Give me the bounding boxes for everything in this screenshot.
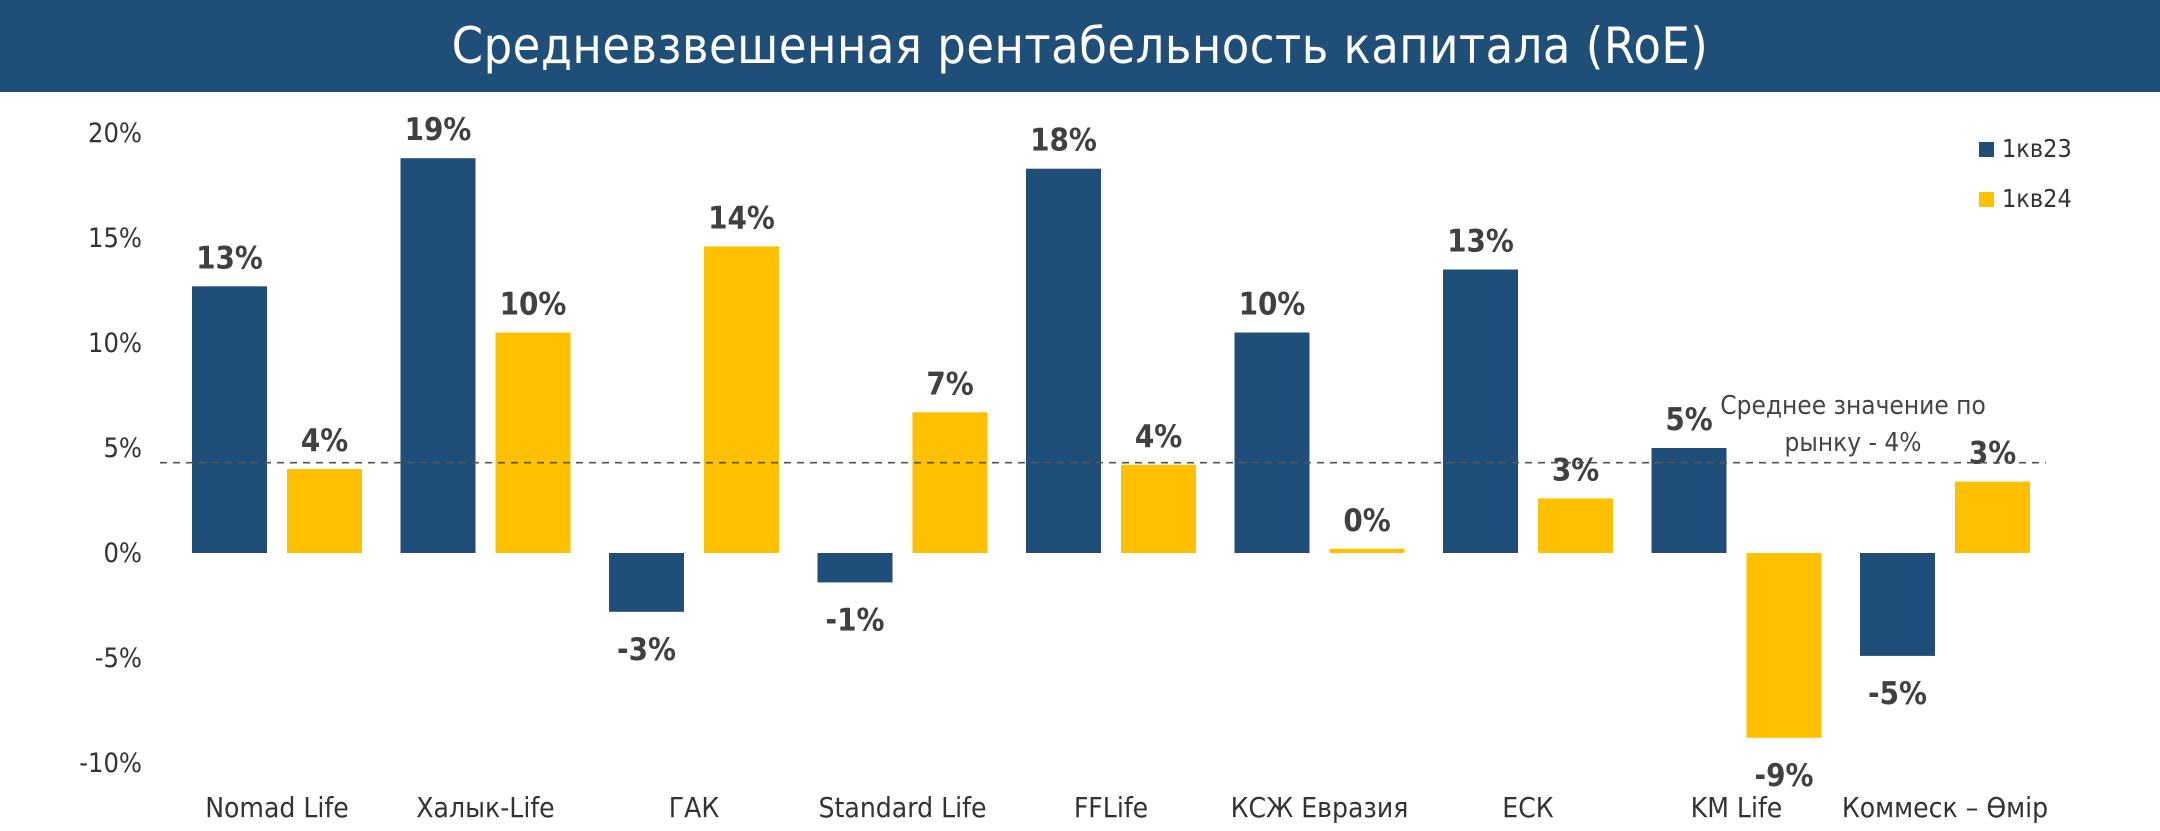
category-label: Коммеск – Өмір [1842,791,2048,824]
bar-1кв23 [1234,332,1310,553]
data-label: -1% [826,602,885,638]
data-label: 18% [1030,123,1097,159]
data-label: 10% [1239,287,1306,323]
bar-1кв24 [912,412,988,553]
bar-1кв24 [1955,481,2030,553]
bar-1кв23 [1860,553,1935,656]
bar-1кв24 [1329,548,1405,553]
bar-1кв23 [1651,448,1727,553]
data-label: 7% [926,366,973,402]
bar-1кв24 [495,332,571,553]
legend-swatch [1979,192,1994,207]
data-label: 4% [301,423,348,459]
bar-1кв23 [192,286,267,553]
bar-1кв23 [609,553,684,612]
title-banner: Средневзвешенная рентабельность капитала… [0,0,2160,92]
bar-1кв23 [400,158,476,553]
bar-1кв24 [704,246,779,553]
category-label: ГАК [669,791,720,824]
category-label: KM Life [1691,791,1783,824]
legend-label: 1кв23 [2002,134,2072,163]
data-label: -5% [1868,676,1927,712]
y-tick-label: 10% [88,328,142,359]
chart-title: Средневзвешенная рентабельность капитала… [451,17,1709,75]
data-label: 3% [1552,452,1599,488]
category-label: ЕСК [1502,791,1554,824]
y-tick-label: -10% [79,748,142,779]
data-label: 13% [1447,224,1514,260]
data-label: 4% [1135,419,1182,455]
bar-1кв24 [1538,498,1613,553]
bar-1кв23 [1026,168,1101,553]
data-label: 14% [708,200,775,236]
y-tick-label: 5% [103,433,142,464]
average-note-line1: Среднее значение по [1720,391,1986,421]
data-label: 13% [196,240,263,276]
category-label: Халык-Life [416,791,554,824]
data-label: -9% [1755,758,1814,794]
legend-swatch [1979,142,1994,157]
legend-label: 1кв24 [2002,184,2072,213]
bar-1кв23 [1443,269,1518,553]
data-label: 3% [1969,436,2016,472]
bar-1кв23 [817,553,893,583]
data-label: 5% [1665,402,1712,438]
category-label: FFLife [1074,791,1148,824]
bar-1кв24 [1121,464,1196,553]
bar-1кв24 [1746,553,1822,738]
bar-1кв24 [287,469,362,553]
y-tick-label: 15% [88,223,142,254]
data-label: 0% [1343,503,1390,539]
average-note-line2: рынку - 4% [1785,428,1922,458]
data-label: 10% [500,287,567,323]
y-tick-label: 20% [88,118,142,149]
y-tick-label: 0% [103,538,142,569]
data-label: -3% [617,632,676,668]
data-label: 19% [405,112,472,148]
y-tick-label: -5% [95,643,142,674]
category-label: Standard Life [819,791,987,824]
category-label: Nomad Life [205,791,349,824]
category-label: КСЖ Евразия [1231,791,1409,824]
